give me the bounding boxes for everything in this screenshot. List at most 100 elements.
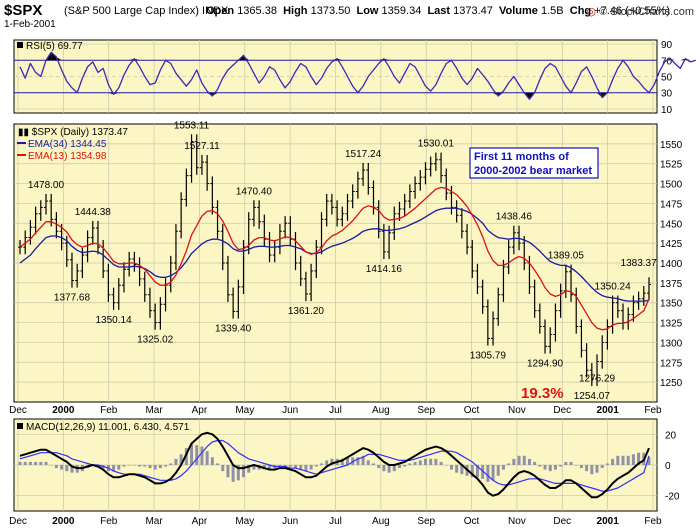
macd-histogram-bar [444,465,448,466]
macd-histogram-bar [268,465,272,470]
chg-label: Chg [569,5,592,17]
macd-x-tick-label: Nov [508,516,526,527]
macd-histogram-bar [548,465,552,472]
decline-percentage: 19.3% [521,385,564,402]
macd-histogram-bar [616,455,620,465]
macd-histogram-bar [647,457,651,465]
macd-histogram-bar [611,458,615,465]
price-annotation: 1377.68 [54,293,91,304]
macd-x-tick-label: 2001 [597,516,620,527]
price-y-tick-label: 1550 [660,140,683,151]
macd-histogram-bar [377,465,381,469]
price-x-tick-label: Jul [329,405,342,416]
macd-histogram-bar [340,458,344,465]
rsi-line [19,51,696,100]
price-annotation: 1305.79 [470,351,507,362]
chart-date: 1-Feb-2001 [4,19,56,30]
macd-histogram-bar [132,465,136,466]
price-x-tick-label: Feb [644,405,662,416]
macd-histogram-bar [527,458,531,465]
macd-x-tick-label: Jun [282,516,298,527]
macd-histogram-bar [522,455,526,465]
macd-x-tick-label: Dec [553,516,571,527]
macd-histogram-bar [70,465,74,473]
macd-histogram-bar [387,465,391,473]
price-y-tick-label: 1525 [660,160,683,171]
price-annotation: 1389.05 [548,251,585,262]
rsi-legend-swatch [17,42,23,48]
macd-histogram-bar [439,461,443,465]
price-y-tick-label: 1475 [660,199,683,210]
macd-histogram-bar [294,465,298,469]
open-value: 1365.38 [237,5,277,17]
price-annotation: 1530.01 [418,139,455,150]
macd-x-tick-label: Aug [372,516,390,527]
macd-histogram-bar [423,458,427,465]
macd-histogram-bar [65,465,69,472]
macd-histogram-bar [184,448,188,465]
macd-histogram-bar [351,457,355,465]
price-y-tick-label: 1375 [660,279,683,290]
macd-histogram-bar [382,465,386,472]
macd-histogram-bar [460,465,464,475]
macd-histogram-bar [543,465,547,470]
macd-histogram-bar [164,465,168,467]
macd-histogram-bar [413,461,417,465]
price-x-tick-label: Feb [100,405,118,416]
macd-histogram-bar [143,465,147,467]
last-label: Last [427,5,451,17]
price-annotation: 1276.29 [579,374,616,385]
volume-label: Volume [499,5,538,17]
macd-histogram-bar [605,463,609,465]
macd-histogram-bar [39,461,43,465]
macd-x-tick-label: Feb [100,516,118,527]
price-annotation: 1517.24 [345,149,382,160]
macd-histogram-bar [252,465,256,470]
price-legend: ▮▮ $SPX (Daily) 1373.47 [18,127,128,138]
rsi-overbought-fill [243,55,249,61]
macd-histogram-bar [600,465,604,469]
price-annotation: 1444.38 [75,207,112,218]
macd-histogram-bar [517,455,521,465]
rsi-y-tick-label: 70 [661,56,673,67]
copyright[interactable]: ◎ © StockCharts.com [586,5,694,18]
macd-histogram-bar [455,465,459,473]
rsi-legend: RSI(5) 69.77 [26,41,83,52]
macd-histogram-bar [631,454,635,465]
macd-histogram-bar [429,458,433,465]
macd-histogram-bar [330,458,334,465]
macd-histogram-bar [226,465,230,478]
macd-histogram-bar [418,460,422,465]
price-y-tick-label: 1275 [660,358,683,369]
last-value: 1373.47 [453,5,493,17]
price-y-tick-label: 1500 [660,180,683,191]
macd-histogram-bar [153,465,157,470]
price-x-tick-label: Aug [372,405,390,416]
macd-histogram-bar [190,443,194,465]
price-annotation: 1478.00 [28,180,65,191]
macd-histogram-bar [200,446,204,465]
macd-histogram-bar [278,465,282,467]
macd-histogram-bar [538,465,542,467]
macd-histogram-bar [470,465,474,478]
macd-histogram-bar [574,465,578,466]
macd-histogram-bar [205,451,209,465]
description-text: (S&P 500 Large Cap Index) [64,5,199,17]
macd-y-tick-label: 0 [665,461,671,472]
macd-histogram-bar [371,463,375,465]
macd-x-tick-label: Oct [464,516,480,527]
price-annotation: 1414.16 [366,264,403,275]
rsi-y-tick-label: 10 [661,105,673,116]
price-annotation: 1361.20 [288,306,325,317]
macd-x-tick-label: Mar [145,516,163,527]
macd-histogram-bar [533,461,537,465]
price-annotation: 1470.40 [236,186,273,197]
macd-histogram-bar [496,465,500,476]
macd-y-tick-label: -20 [665,492,680,503]
note-box [469,147,599,179]
rsi-y-tick-label: 30 [661,89,673,100]
macd-histogram-bar [44,461,48,465]
macd-histogram-bar [60,465,64,470]
ema34-line [19,207,650,302]
macd-histogram-bar [507,463,511,465]
